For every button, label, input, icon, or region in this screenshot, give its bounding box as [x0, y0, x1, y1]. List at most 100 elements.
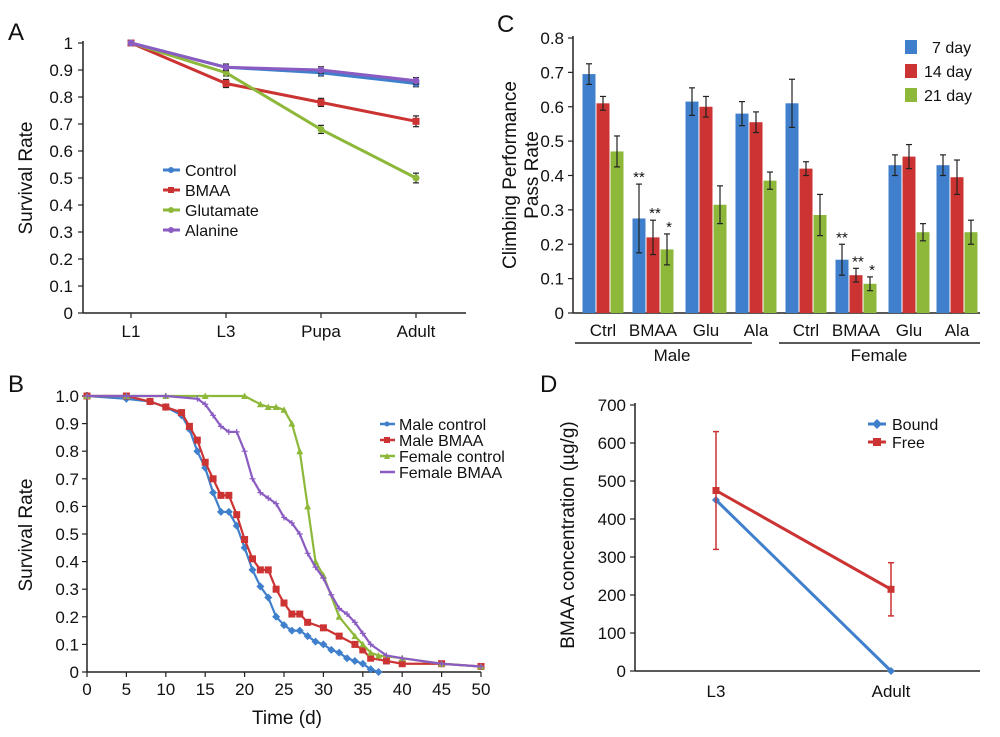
panel-c-error-bar	[940, 154, 946, 177]
panel-b-point	[288, 519, 295, 526]
panel-b-point	[351, 619, 358, 626]
panel-b-point	[84, 393, 90, 399]
panel-a-point	[222, 80, 230, 87]
panel-a-y-tick-label: 0.4	[49, 196, 73, 215]
panel-c-significance-mark: **	[836, 229, 848, 246]
panel-d-y-tick-label: 500	[598, 472, 626, 491]
panel-c-error-bar	[703, 95, 709, 118]
panel-c-y-tick-label: 0.6	[540, 98, 564, 117]
panel-a-series-line	[130, 41, 417, 83]
panel-b-series-line	[87, 394, 482, 668]
panel-b-point	[295, 626, 304, 635]
legend-entry-male-control: Male control	[380, 417, 486, 434]
panel-d-point	[887, 667, 895, 675]
legend-entry-glutamate: Glutamate	[163, 203, 259, 220]
panel-b-x-tick-label: 35	[353, 680, 372, 699]
panel-c-y-tick-label: 0.2	[540, 235, 564, 254]
panel-a-y-tick-label: 0.3	[49, 223, 73, 242]
panel-c-error-bar	[789, 78, 795, 128]
panel-b-point	[304, 550, 311, 557]
panel-b-point	[272, 612, 281, 621]
svg-text:7 day: 7 day	[932, 40, 971, 57]
panel-c-bar	[749, 122, 763, 313]
legend-entry-bound: Bound	[868, 417, 938, 434]
panel-b-y-tick-label: 1.0	[55, 387, 79, 406]
panel-c-bar	[685, 101, 699, 313]
panel-b-point	[367, 641, 374, 648]
svg-text:Free: Free	[892, 435, 925, 452]
panel-c-bar	[735, 113, 749, 313]
panel-c-significance-mark: *	[666, 219, 672, 236]
panel-b-x-tick-label: 20	[235, 680, 254, 699]
panel-b-point	[304, 618, 312, 626]
panel-c-x-tick-label: BMAA	[629, 321, 678, 340]
panel-b-point	[241, 448, 248, 455]
panel-a-y-tick-label: 0.2	[49, 250, 73, 269]
panel-b-x-tick-label: 30	[314, 680, 333, 699]
panel-c-error-bar	[906, 143, 912, 170]
panel-d-y-tick-label: 400	[598, 510, 626, 529]
panel-c-bar	[582, 74, 596, 313]
panel-b-point	[202, 401, 209, 408]
panel-c-significance-mark: **	[633, 169, 645, 186]
panel-d-y-tick-label: 700	[598, 396, 626, 415]
panel-c-bar	[849, 275, 863, 313]
panel-b-x-tick-label: 10	[156, 680, 175, 699]
panel-b-y-tick-label: 0.8	[55, 442, 79, 461]
panel-c-error-bar	[968, 219, 974, 245]
panel-d-series-line	[714, 498, 893, 673]
panel-b-point	[280, 406, 288, 413]
panel-b-x-tick-label: 40	[393, 680, 412, 699]
panel-c-bar	[799, 168, 813, 313]
panel-b-point	[288, 420, 296, 427]
panel-c: C Climbing Performance Pass Rate 0 0.1 0.2…	[497, 11, 980, 365]
panel-b-point	[366, 665, 375, 674]
panel-d-label: D	[540, 371, 557, 398]
panel-c-x-tick-label: Ala	[945, 321, 970, 340]
panel-a-point	[317, 66, 325, 74]
panel-b-point	[288, 610, 296, 618]
panel-b-legend: Male control Male BMAA Female control Fe…	[380, 417, 505, 482]
panel-b-series-line	[86, 394, 379, 674]
panel-a-label: A	[8, 19, 24, 46]
panel-a-y-tick-label: 0.8	[49, 88, 73, 107]
panel-c-x-tick-label: Ctrl	[793, 321, 819, 340]
panel-a-point	[222, 63, 230, 71]
panel-c-bar	[936, 165, 950, 313]
legend-entry-alanine: Alanine	[163, 223, 238, 240]
panel-c-legend: 7 day 14 day 21 day	[905, 40, 972, 105]
panel-b-point	[272, 585, 280, 593]
panel-c-y-tick-label: 0	[555, 304, 564, 323]
panel-b-point	[358, 659, 367, 668]
panel-c-error-bar	[689, 87, 695, 116]
panel-b-point	[123, 393, 130, 399]
panel-b-point	[438, 660, 445, 667]
panel-b-point	[478, 663, 484, 670]
panel-b-point	[296, 447, 304, 455]
panel-b-point	[375, 651, 383, 659]
panel-c-error-bar	[803, 161, 809, 177]
svg-text:BMAA: BMAA	[185, 183, 231, 200]
panel-b-point	[359, 630, 366, 637]
panel-a-x-tick-label: L3	[217, 322, 236, 341]
panel-b-y-tick-label: 0.6	[55, 497, 79, 516]
panel-a-y-tick-label: 0.7	[49, 115, 73, 134]
svg-text:Female control: Female control	[399, 449, 505, 466]
panel-c-error-bar	[614, 135, 620, 168]
panel-b-point	[304, 502, 312, 510]
legend-entry-7-day: 7 day	[905, 40, 971, 57]
panel-b-point	[350, 656, 359, 665]
panel-c-error-bar	[636, 183, 642, 254]
legend-entry-21-day: 21 day	[905, 88, 972, 105]
panel-b-point	[319, 640, 328, 649]
panel-a-y-tick-label: 1	[64, 34, 73, 53]
panel-b-point	[193, 447, 202, 456]
panel-c-error-bar	[853, 267, 859, 283]
panel-c-error-bar	[717, 185, 723, 225]
panel-c-bar	[763, 180, 777, 313]
panel-c-bar	[950, 177, 964, 313]
panel-c-bar	[713, 204, 727, 313]
panel-c-x-tick-label: BMAA	[832, 321, 881, 340]
panel-b-point	[399, 655, 406, 662]
panel-c-ylabel-line1: Climbing Performance	[500, 81, 521, 269]
